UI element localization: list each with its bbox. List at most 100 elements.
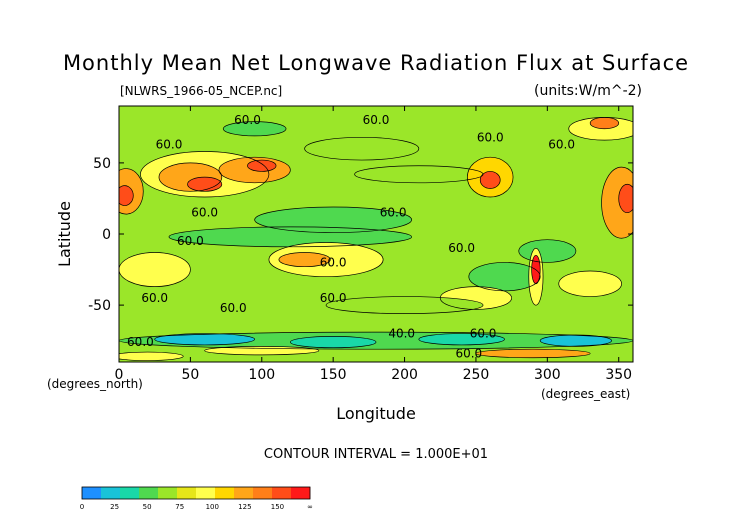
contour-label: 60.0	[191, 206, 218, 220]
x-unit-label: (degrees_east)	[541, 387, 630, 401]
contour-line	[268, 242, 384, 278]
field-region	[223, 121, 287, 136]
x-tick-label: 200	[391, 367, 418, 383]
colorbar-swatch	[291, 487, 311, 499]
contour-label: 60.0	[470, 327, 497, 341]
field-region	[119, 352, 184, 361]
field-region	[618, 184, 633, 213]
colorbar-tick-label: 100	[206, 503, 219, 511]
x-tick-label: 100	[248, 367, 275, 383]
colorbar-swatch	[253, 487, 273, 499]
colorbar-swatch	[158, 487, 178, 499]
contour-line	[289, 336, 377, 349]
field-region	[590, 117, 619, 129]
colorbar-swatch	[196, 487, 216, 499]
y-tick-label: 50	[93, 156, 111, 172]
contour-line	[187, 176, 223, 192]
contour-line	[119, 252, 191, 287]
y-axis-label: Latitude	[55, 201, 74, 267]
field-region	[326, 296, 484, 314]
contour-line	[475, 348, 591, 359]
contour-line	[618, 183, 633, 214]
y-unit-label: (degrees_north)	[47, 377, 143, 391]
colorbar-swatch	[101, 487, 121, 499]
contour-line	[218, 156, 291, 184]
contour-label: 60.0	[177, 234, 204, 248]
plot-area: 60.0 60.0 60.0 60.0 60.0 60.0 60.0 60.0 60.0 60.0…	[119, 106, 633, 362]
contour-label: 60.0	[320, 291, 347, 305]
contour-label: 60.0	[380, 206, 407, 220]
contour-label: 60.0	[455, 346, 482, 360]
y-tick-label: -50	[88, 298, 111, 314]
field-region	[354, 165, 484, 183]
colorbar-tick-label: 25	[110, 503, 119, 511]
contour-label: 60.0	[548, 137, 575, 151]
colorbar-tick-label: 50	[143, 503, 152, 511]
contour-line	[531, 254, 541, 285]
contour-line	[222, 121, 287, 137]
contour-line	[304, 136, 420, 161]
contour-line	[439, 286, 512, 310]
contour-line	[158, 162, 223, 192]
x-axis-label: Longitude	[336, 404, 416, 423]
colorbar-swatch	[234, 487, 254, 499]
contour-line	[254, 206, 413, 233]
colorbar-frame	[81, 486, 311, 500]
contour-line	[539, 334, 612, 347]
contour-line	[204, 346, 320, 356]
colorbar-tick-label: 75	[175, 503, 184, 511]
contour-line	[528, 247, 544, 306]
chart-subtitle-left: [NLWRS_1966-05_NCEP.nc]	[120, 84, 282, 98]
field-region	[475, 349, 591, 358]
field-region	[290, 336, 376, 348]
contour-line	[518, 239, 577, 263]
chart-title: Monthly Mean Net Longwave Radiation Flux…	[63, 51, 689, 75]
contour-line	[119, 331, 633, 350]
contour-line	[119, 185, 134, 206]
contour-line	[325, 296, 484, 314]
field-region	[119, 185, 134, 206]
contour-interval-note: CONTOUR INTERVAL = 1.000E+01	[264, 447, 488, 462]
contour-line	[247, 159, 277, 172]
contour-line	[140, 151, 270, 198]
field-region	[187, 177, 222, 192]
field-region	[119, 252, 191, 287]
contour-line	[601, 166, 633, 239]
field-region	[254, 206, 412, 233]
contour-line	[467, 156, 514, 198]
y-tick-label: 0	[102, 227, 111, 243]
contour-label: 60.0	[127, 335, 154, 349]
field-region	[480, 171, 501, 189]
colorbar-swatch	[82, 487, 102, 499]
chart-subtitle-right: (units:W/m^-2)	[534, 83, 642, 99]
colorbar-tick-label: 150	[271, 503, 284, 511]
contour-line	[589, 117, 620, 130]
field-region	[540, 334, 612, 347]
contour-line	[479, 171, 501, 189]
field-region	[304, 137, 419, 161]
contour-label: 60.0	[320, 255, 347, 269]
field-region	[468, 262, 541, 291]
contour-label: 60.0	[448, 241, 475, 255]
field-region	[168, 226, 412, 247]
field-region	[558, 270, 622, 297]
contour-label: 60.0	[363, 113, 390, 127]
contour-label: 60.0	[234, 113, 261, 127]
contour-label: 60.0	[141, 291, 168, 305]
x-tick-label: 350	[605, 367, 632, 383]
contour-label: 60.0	[156, 137, 183, 151]
contour-label: 40.0	[388, 327, 415, 341]
contour-line	[418, 333, 505, 346]
field-region	[418, 333, 505, 345]
contour-label: 60.0	[477, 130, 504, 144]
field-region	[247, 160, 277, 172]
contour-line	[168, 226, 413, 248]
contour-label: 60.0	[220, 301, 247, 315]
contour-line	[119, 351, 184, 361]
x-tick-label: 250	[463, 367, 490, 383]
colorbar-tick-label: 125	[238, 503, 251, 511]
contour-line	[154, 333, 255, 346]
field-region	[278, 252, 331, 267]
colorbar-swatch	[272, 487, 292, 499]
